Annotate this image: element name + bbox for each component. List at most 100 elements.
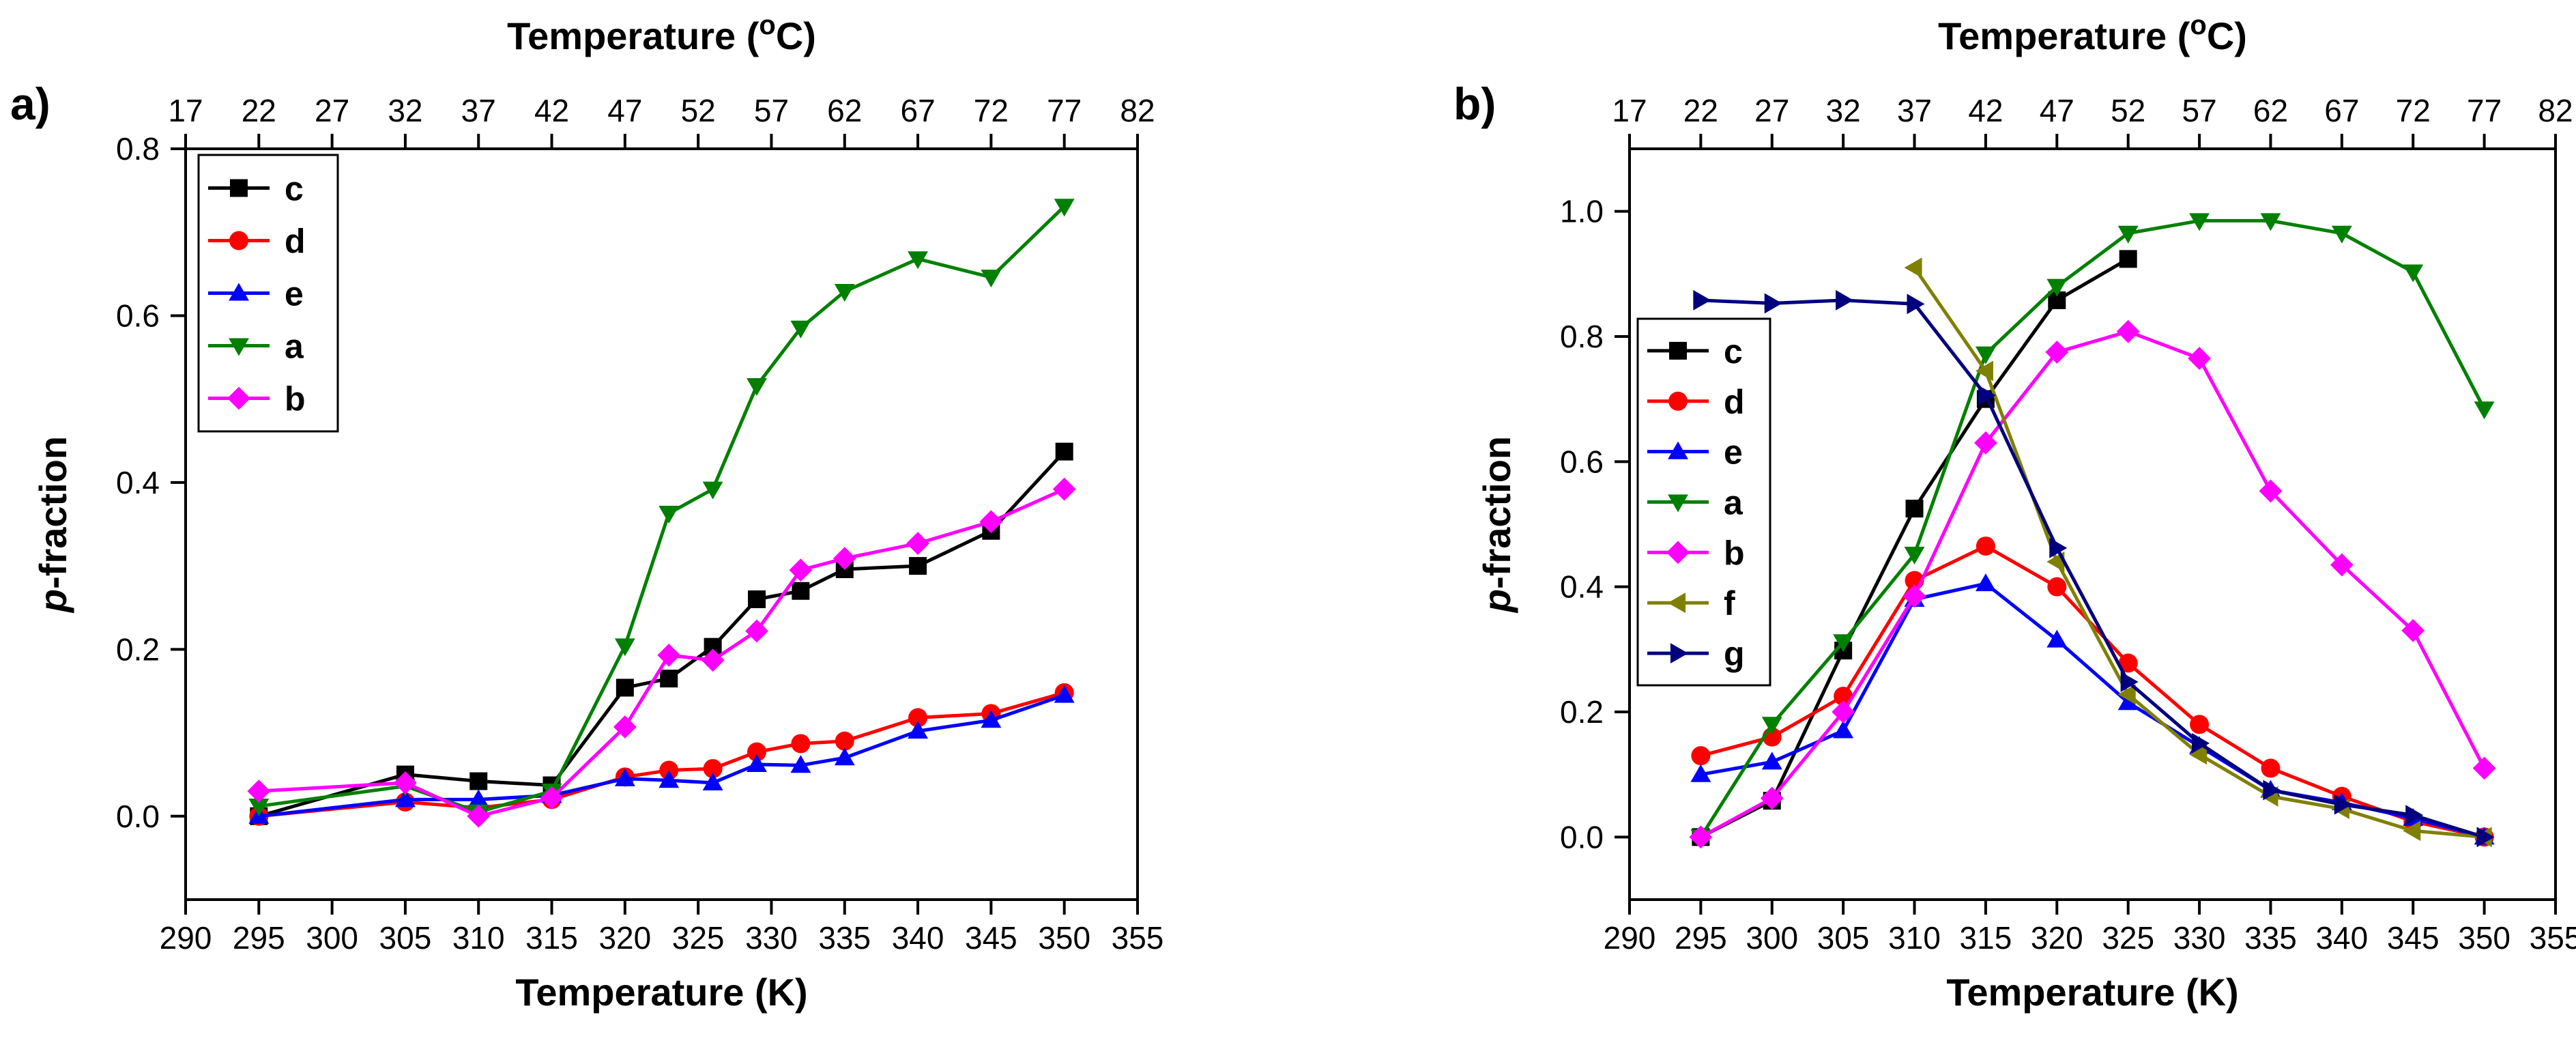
top-tick-label: 72 — [974, 93, 1009, 128]
data-point-a — [1054, 199, 1075, 217]
top-tick-label: 32 — [1826, 93, 1861, 128]
y-tick-label: 0.0 — [1560, 819, 1604, 855]
top-tick-label: 52 — [2111, 93, 2145, 128]
data-point-g — [2334, 794, 2352, 815]
series-b — [247, 477, 1076, 828]
top-tick-label: 67 — [2324, 93, 2359, 128]
y-tick-label: 1.0 — [1560, 194, 1604, 229]
y-tick-label: 0.2 — [1560, 694, 1604, 730]
data-point-d — [703, 759, 723, 779]
data-point-e — [2046, 629, 2068, 648]
legend-label-b: b — [1724, 534, 1745, 572]
legend-marker-b — [227, 386, 250, 410]
data-point-b — [613, 715, 637, 739]
data-point-b — [2045, 341, 2069, 364]
data-point-a — [2117, 225, 2139, 244]
x-tick-label: 315 — [1960, 920, 2012, 956]
legend-label-c: c — [285, 170, 304, 208]
legend-marker-d — [229, 231, 248, 250]
data-point-a — [790, 320, 811, 339]
plot-frame — [1628, 147, 2557, 901]
series-line-b — [1700, 330, 2486, 839]
data-point-e — [790, 755, 811, 773]
top-tick-label: 27 — [1754, 93, 1789, 128]
x-tick-label: 290 — [160, 920, 212, 956]
top-tick-label: 22 — [1683, 93, 1718, 128]
x-tick-label: 335 — [2244, 920, 2297, 956]
data-point-c — [2119, 250, 2137, 268]
x-tick-label: 300 — [1746, 920, 1798, 956]
data-point-a — [2260, 213, 2281, 231]
data-point-d — [835, 731, 854, 751]
series-line-e — [259, 693, 1065, 818]
data-point-a — [747, 378, 767, 397]
top-tick-label: 32 — [388, 93, 422, 128]
data-point-e — [394, 789, 416, 807]
top-tick-label: 82 — [1120, 93, 1155, 128]
top-tick-label: 72 — [2396, 93, 2431, 128]
data-point-b — [906, 532, 929, 556]
data-point-a — [2403, 264, 2424, 283]
series-a — [248, 199, 1075, 822]
x-tick-label: 295 — [1675, 920, 1727, 956]
legend-label-a: a — [1724, 484, 1743, 522]
data-point-b — [1689, 825, 1713, 849]
x-tick-label: 340 — [2315, 920, 2368, 956]
legend-marker-g — [1670, 643, 1688, 664]
data-point-e — [747, 754, 767, 773]
data-point-g — [1693, 289, 1711, 311]
top-axis-title: Temperature (oC) — [507, 10, 816, 57]
x-tick-label: 315 — [525, 920, 578, 956]
data-point-c — [792, 582, 810, 600]
data-point-b — [2188, 347, 2211, 370]
x-axis-title: Temperature (K) — [515, 971, 807, 1014]
data-point-b — [540, 786, 564, 810]
y-tick-label: 0.8 — [1560, 319, 1604, 354]
data-point-g — [1764, 293, 1782, 314]
data-point-a — [702, 481, 723, 500]
data-point-f — [2189, 744, 2208, 765]
data-point-e — [834, 747, 855, 766]
series-d — [1691, 536, 2494, 847]
data-point-b — [1760, 786, 1784, 810]
top-tick-label: 22 — [242, 93, 276, 128]
legend-label-b: b — [285, 380, 306, 418]
y-tick-label: 0.2 — [116, 631, 160, 667]
data-point-a — [1833, 634, 1854, 653]
data-point-d — [2261, 758, 2281, 778]
data-point-d — [1976, 536, 1995, 556]
legend-marker-a — [229, 338, 249, 356]
data-point-e — [981, 710, 1002, 728]
series-line-a — [1699, 218, 2486, 838]
data-point-b — [833, 547, 856, 571]
data-point-e — [1054, 685, 1075, 703]
data-point-g — [1836, 289, 1854, 311]
data-point-b — [789, 558, 813, 582]
top-tick-label: 17 — [168, 93, 203, 128]
x-tick-label: 290 — [1604, 920, 1656, 956]
y-tick-label: 0.6 — [116, 298, 160, 333]
top-tick-label: 27 — [315, 93, 349, 128]
legend-label-d: d — [1724, 383, 1745, 421]
legend-marker-e — [1668, 441, 1688, 459]
top-tick-label: 37 — [461, 93, 496, 128]
x-tick-label: 305 — [1817, 920, 1870, 956]
data-point-f — [1975, 360, 1993, 382]
legend-marker-f — [1668, 592, 1686, 614]
top-tick-label: 62 — [827, 93, 862, 128]
y-tick-label: 0.0 — [116, 799, 160, 834]
data-point-b — [247, 779, 271, 803]
legend-label-c: c — [1724, 332, 1743, 371]
data-point-e — [659, 770, 680, 788]
top-tick-label: 47 — [607, 93, 642, 128]
data-point-e — [614, 768, 635, 786]
data-point-g — [1907, 294, 1925, 315]
data-point-g — [2405, 805, 2424, 826]
x-tick-label: 355 — [2530, 920, 2576, 956]
x-tick-label: 300 — [306, 920, 358, 956]
legend-marker-d — [1668, 391, 1688, 411]
data-point-b — [394, 771, 417, 795]
panel-label: b) — [1453, 78, 1496, 129]
data-point-c — [660, 670, 678, 688]
top-tick-label: 47 — [2040, 93, 2074, 128]
